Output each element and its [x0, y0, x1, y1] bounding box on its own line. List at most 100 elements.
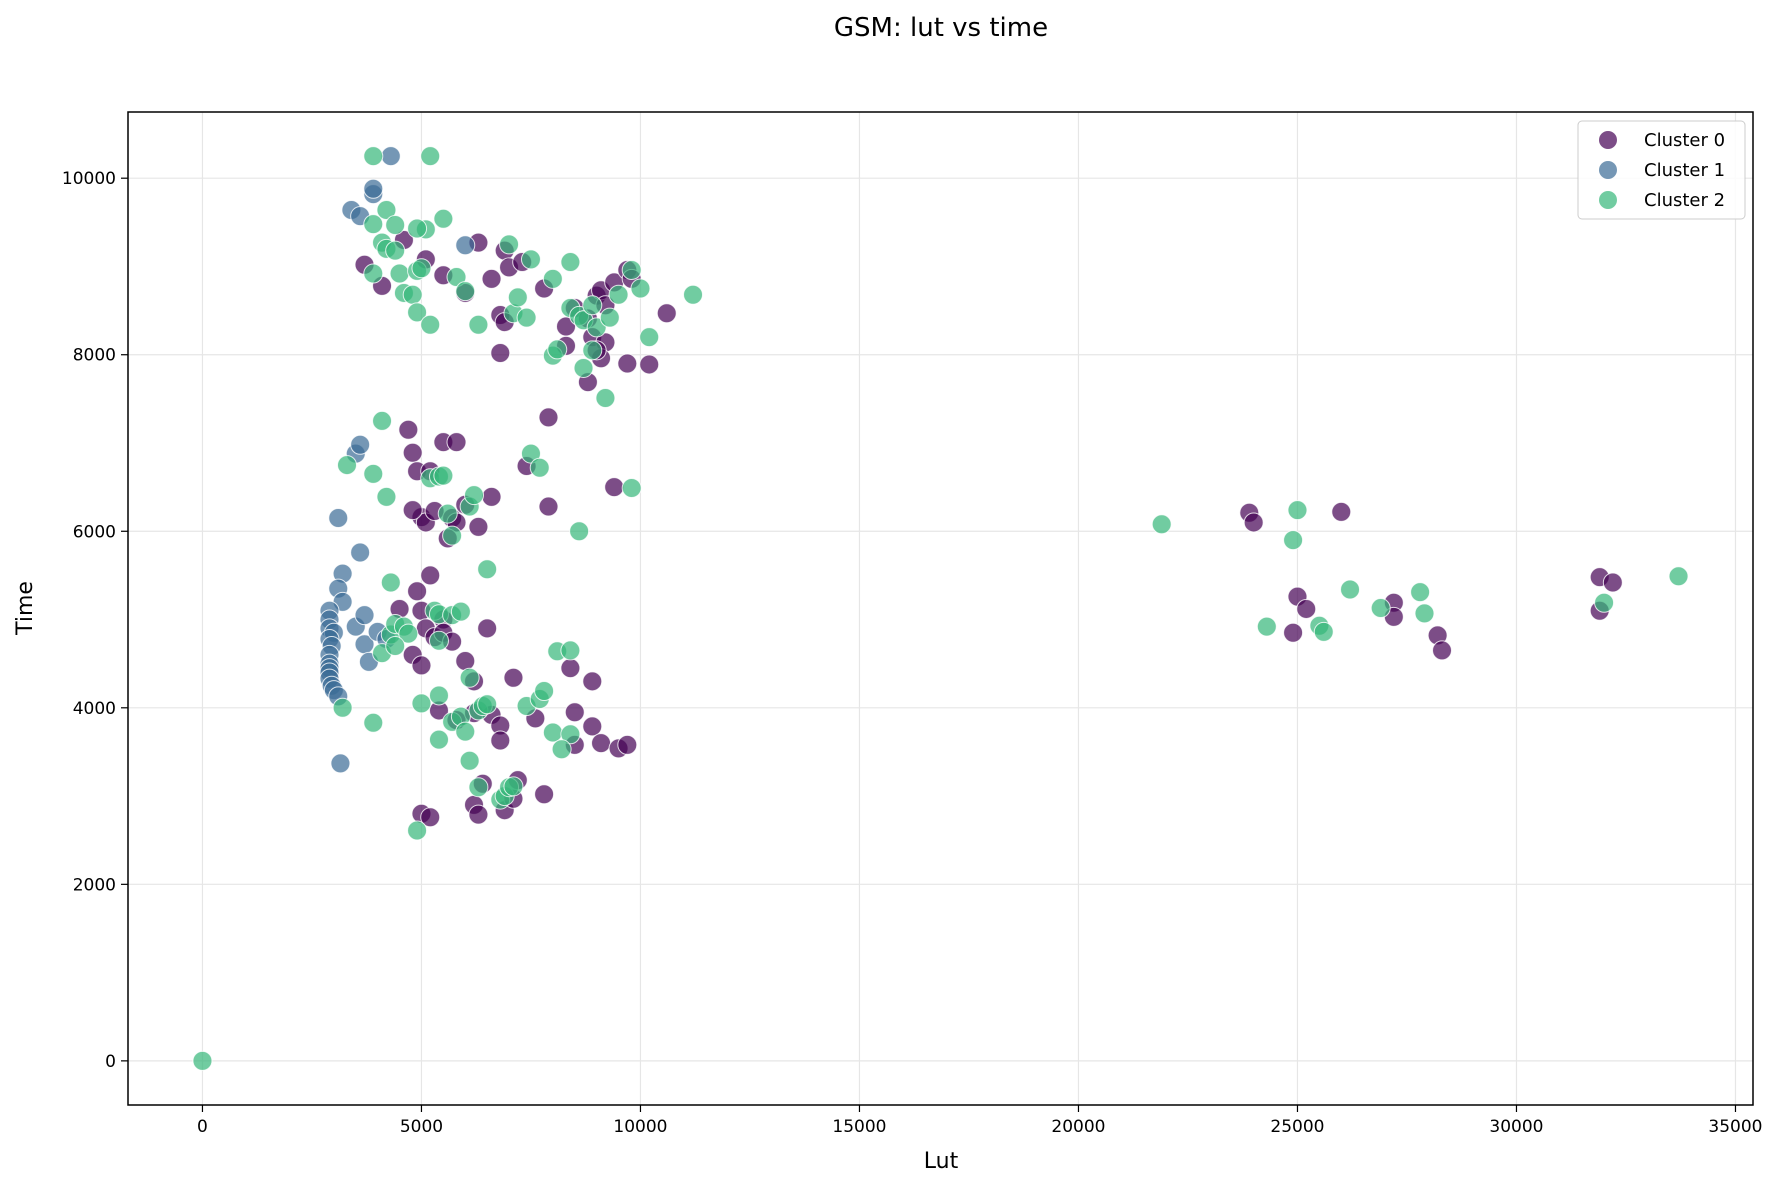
data-point-cluster-2: [560, 640, 581, 661]
data-point-cluster-2: [376, 199, 397, 220]
y-tick-label: 0: [105, 1052, 116, 1072]
y-tick-label: 10000: [62, 169, 116, 189]
legend-marker-cluster-0: [1599, 131, 1617, 149]
data-point-cluster-2: [455, 281, 476, 302]
data-point-cluster-2: [477, 559, 498, 580]
x-tick-label: 25000: [1270, 1117, 1324, 1137]
data-point-cluster-0: [490, 730, 511, 751]
data-point-cluster-2: [385, 240, 406, 261]
data-point-cluster-0: [407, 581, 428, 602]
data-point-cluster-2: [621, 478, 642, 499]
data-point-cluster-2: [630, 278, 651, 299]
data-point-cluster-2: [407, 820, 428, 841]
data-point-cluster-2: [455, 721, 476, 742]
data-point-cluster-2: [337, 455, 358, 476]
data-point-cluster-2: [1414, 603, 1435, 624]
x-tick-label: 5000: [400, 1117, 443, 1137]
data-point-cluster-0: [538, 496, 559, 517]
data-point-cluster-1: [455, 235, 476, 256]
legend-label-cluster-2: Cluster 2: [1644, 190, 1725, 211]
data-point-cluster-0: [1602, 572, 1623, 593]
data-point-cluster-2: [363, 463, 384, 484]
data-point-cluster-2: [385, 636, 406, 657]
data-point-cluster-2: [192, 1050, 213, 1071]
data-point-cluster-2: [407, 218, 428, 239]
data-point-cluster-2: [1668, 566, 1689, 587]
data-point-cluster-2: [411, 258, 432, 279]
data-point-cluster-0: [591, 733, 612, 754]
y-tick-label: 4000: [73, 699, 116, 719]
data-point-cluster-2: [363, 263, 384, 284]
data-point-cluster-2: [595, 387, 616, 408]
data-point-cluster-0: [468, 516, 489, 537]
data-point-cluster-2: [1151, 514, 1172, 535]
data-point-cluster-2: [499, 234, 520, 255]
data-point-cluster-2: [437, 503, 458, 524]
chart-title: GSM: lut vs time: [834, 13, 1048, 43]
x-axis-label: Lut: [924, 1149, 959, 1174]
data-point-cluster-2: [468, 777, 489, 798]
data-point-cluster-2: [420, 146, 441, 167]
data-point-cluster-0: [468, 804, 489, 825]
data-point-cluster-0: [564, 702, 585, 723]
data-point-cluster-1: [328, 508, 349, 529]
data-point-cluster-2: [621, 259, 642, 280]
axis-ticks: 0 5000 10000 15000 20000 25000 30000 35000 0 2000…: [62, 169, 1763, 1137]
data-point-cluster-2: [639, 327, 660, 348]
data-point-cluster-2: [520, 249, 541, 270]
data-point-cluster-2: [582, 340, 603, 361]
data-point-cluster-0: [477, 618, 498, 639]
data-point-cluster-0: [420, 807, 441, 828]
data-point-cluster-0: [534, 784, 555, 805]
data-point-cluster-0: [481, 268, 502, 289]
data-point-cluster-2: [402, 284, 423, 305]
data-points: [192, 146, 1689, 1071]
data-point-cluster-0: [1331, 501, 1352, 522]
data-point-cluster-2: [560, 252, 581, 273]
legend-marker-cluster-1: [1599, 161, 1617, 179]
legend-label-cluster-1: Cluster 1: [1644, 160, 1725, 181]
data-point-cluster-1: [354, 605, 375, 626]
data-point-cluster-2: [450, 601, 471, 622]
data-point-cluster-0: [402, 442, 423, 463]
data-point-cluster-1: [330, 753, 351, 774]
data-point-cluster-2: [389, 263, 410, 284]
data-point-cluster-0: [639, 354, 660, 375]
x-tick-label: 0: [197, 1117, 208, 1137]
data-point-cluster-2: [1283, 530, 1304, 551]
data-point-cluster-0: [398, 419, 419, 440]
data-point-cluster-0: [503, 667, 524, 688]
data-point-cluster-2: [542, 722, 563, 743]
data-point-cluster-2: [428, 685, 449, 706]
data-point-cluster-2: [1340, 579, 1361, 600]
data-point-cluster-2: [582, 295, 603, 316]
data-point-cluster-2: [363, 146, 384, 167]
data-point-cluster-2: [503, 776, 524, 797]
data-point-cluster-2: [363, 712, 384, 733]
data-point-cluster-2: [428, 630, 449, 651]
data-point-cluster-2: [376, 486, 397, 507]
data-point-cluster-0: [446, 432, 467, 453]
data-point-cluster-2: [363, 214, 384, 235]
legend-marker-cluster-2: [1599, 191, 1617, 209]
data-point-cluster-2: [433, 208, 454, 229]
data-point-cluster-2: [534, 681, 555, 702]
data-point-cluster-2: [411, 693, 432, 714]
data-point-cluster-2: [547, 339, 568, 360]
data-point-cluster-2: [1370, 598, 1391, 619]
data-point-cluster-2: [433, 465, 454, 486]
data-point-cluster-2: [1410, 582, 1431, 603]
data-point-cluster-0: [1283, 622, 1304, 643]
data-point-cluster-2: [332, 697, 353, 718]
data-point-cluster-2: [459, 667, 480, 688]
data-point-cluster-0: [617, 353, 638, 374]
legend-box: [1577, 120, 1746, 220]
data-point-cluster-0: [1243, 512, 1264, 533]
data-point-cluster-0: [538, 407, 559, 428]
data-point-cluster-2: [428, 729, 449, 750]
data-point-cluster-2: [516, 307, 537, 328]
data-point-cluster-2: [542, 268, 563, 289]
data-point-cluster-2: [683, 284, 704, 305]
